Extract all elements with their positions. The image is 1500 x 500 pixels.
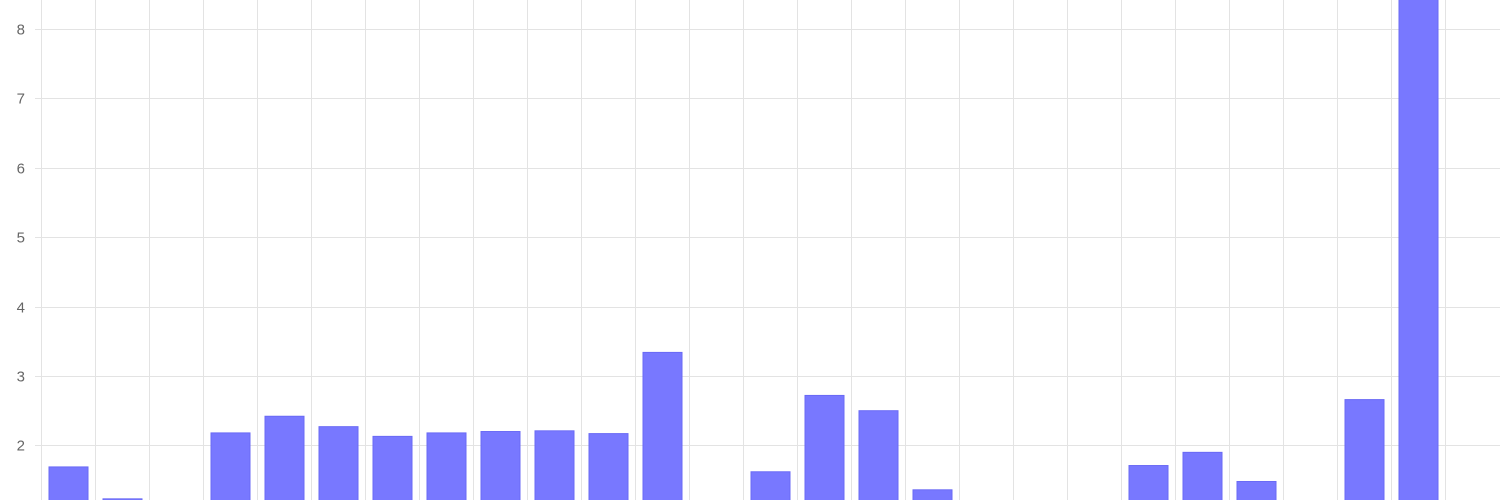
bar [1182,451,1223,500]
y-tick-label: 6 [17,161,25,178]
y-tick-label: 4 [17,300,25,317]
y-axis: 2 3 4 5 6 7 8 [17,22,25,455]
grid [35,0,1500,500]
bar [318,426,359,500]
y-tick-label: 8 [17,22,25,39]
bar [588,433,629,500]
bar [858,410,899,500]
bar [750,471,791,500]
bar [1344,399,1385,500]
bar [804,394,845,500]
bar [210,432,251,500]
y-tick-label: 2 [17,438,25,455]
bar [372,435,413,500]
bar [102,498,143,500]
bar [426,432,467,500]
bar [642,351,683,500]
bar [1398,0,1439,500]
bar [1236,480,1277,500]
bar [264,415,305,500]
bar [912,489,953,500]
bars [48,0,1439,500]
y-tick-label: 5 [17,230,25,247]
bar [1128,465,1169,500]
bar [480,431,521,500]
bar [534,430,575,500]
bar [48,466,89,500]
y-tick-label: 7 [17,91,25,108]
y-tick-label: 3 [17,369,25,386]
